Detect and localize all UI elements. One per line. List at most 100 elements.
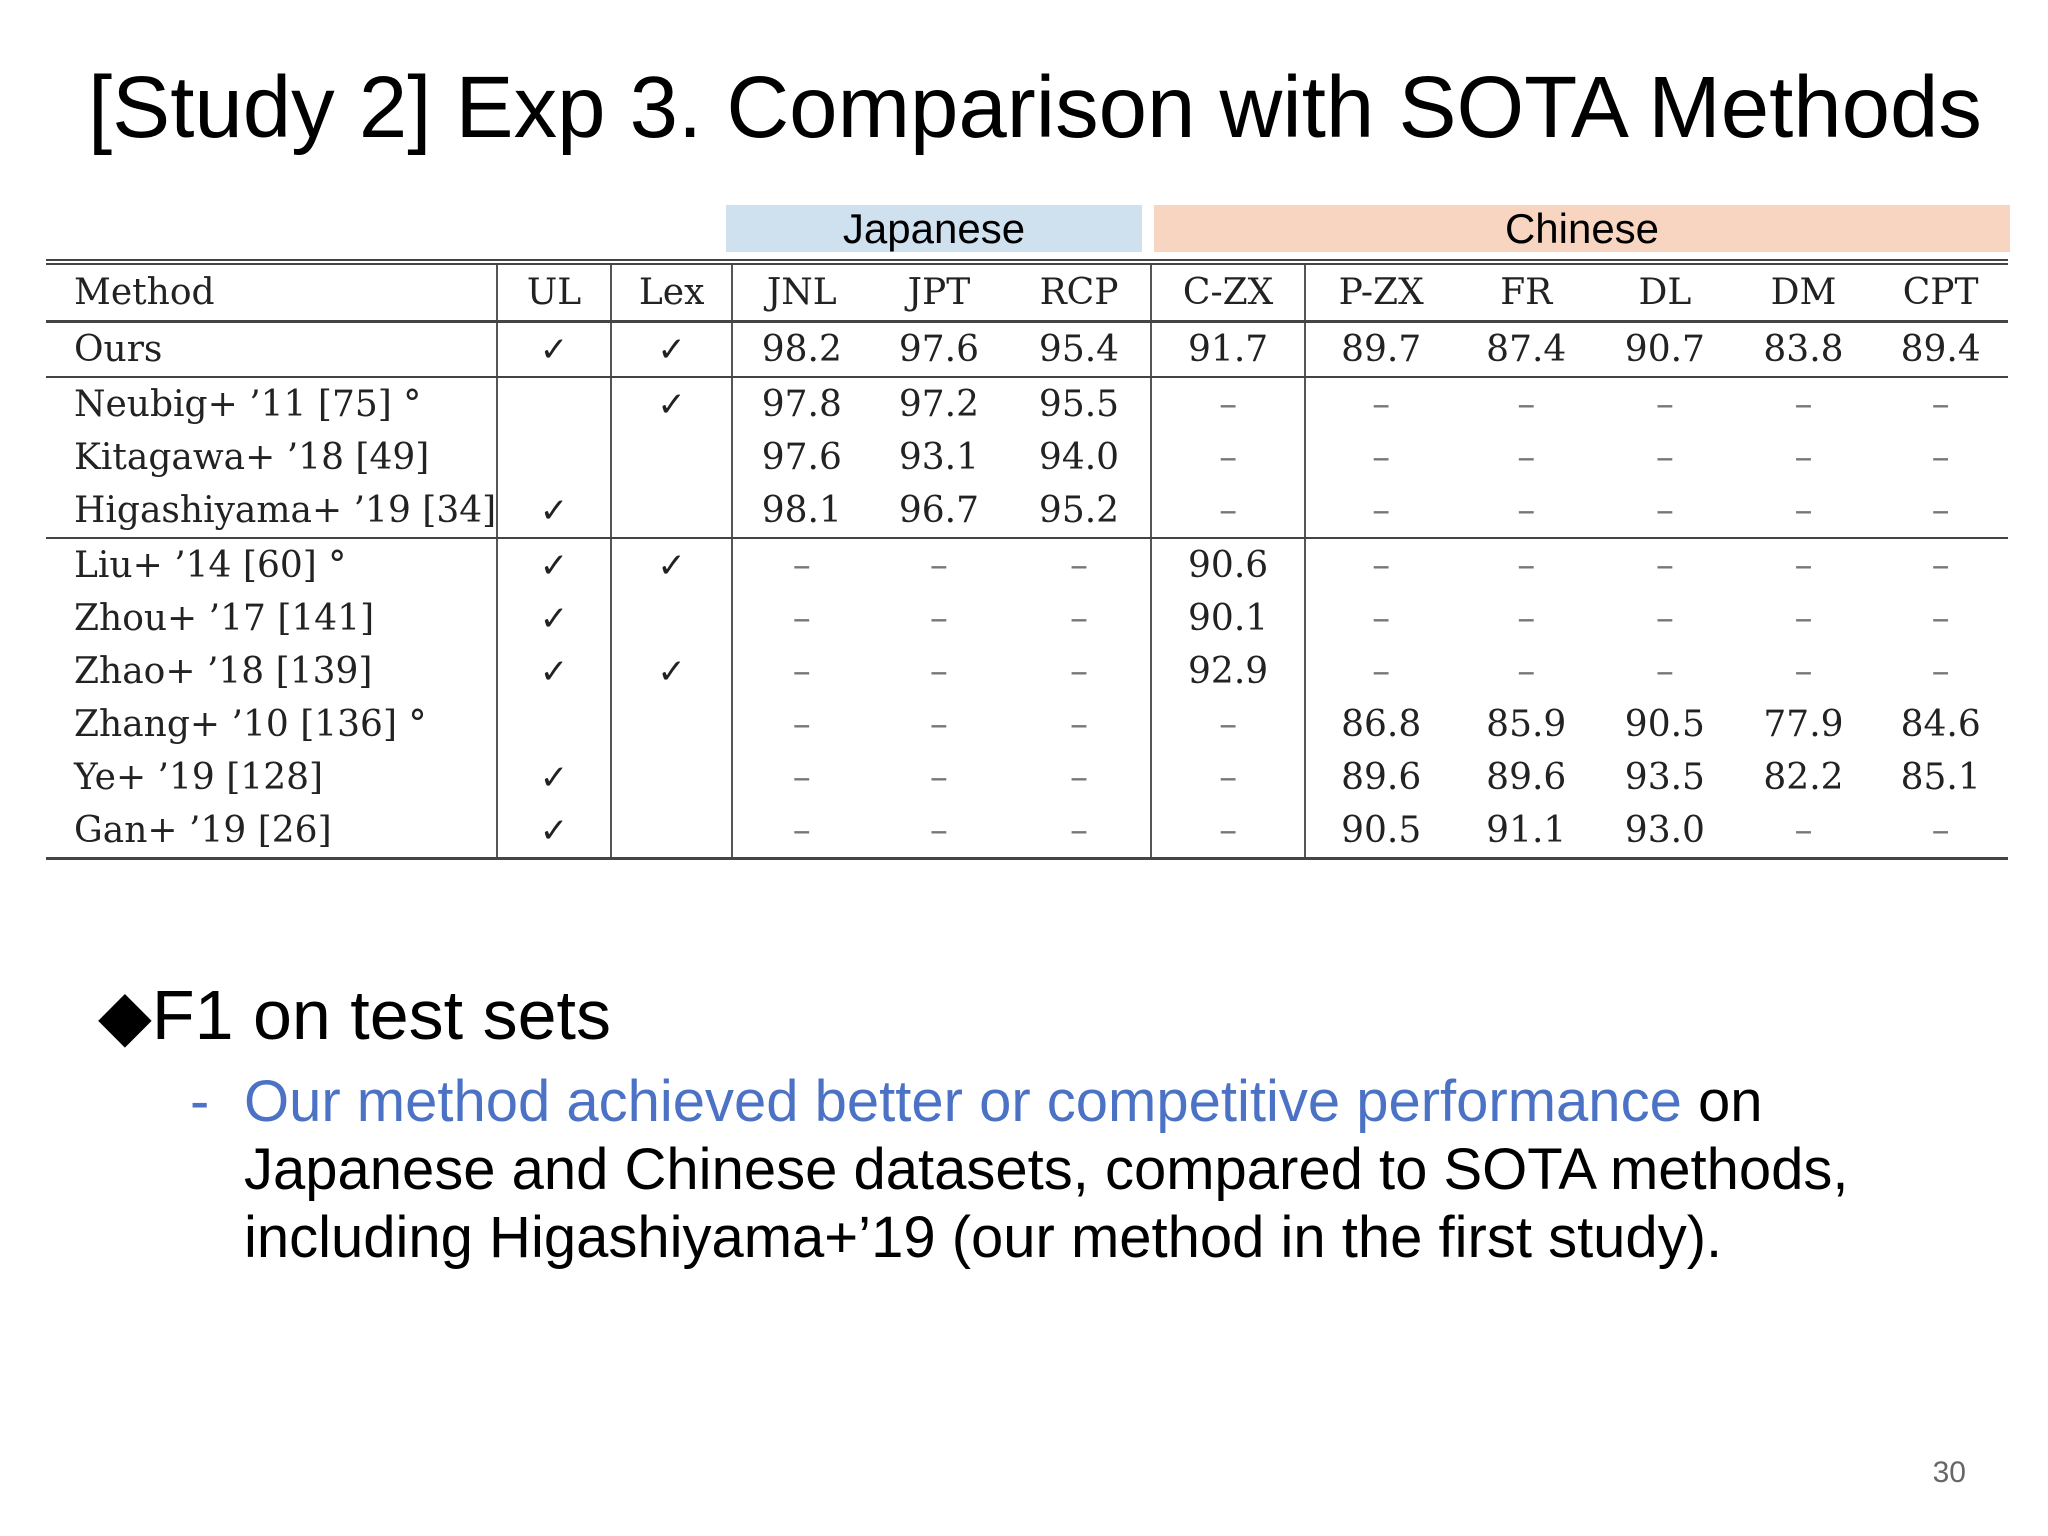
cell-czx: –	[1151, 698, 1306, 751]
bullet-main-text: F1 on test sets	[151, 976, 611, 1054]
cell-cpt: –	[1931, 651, 1950, 692]
cell-fr: 85.9	[1486, 704, 1567, 745]
cell-dm: –	[1794, 437, 1813, 478]
col-header-czx: C-ZX	[1151, 262, 1306, 323]
cell-jnl: –	[792, 598, 811, 639]
cell-jpt: 93.1	[898, 437, 979, 478]
cell-ul: ✓	[497, 645, 612, 698]
cell-cpt: –	[1931, 598, 1950, 639]
cell-jnl: 97.6	[761, 437, 842, 478]
cell-czx: 90.6	[1151, 538, 1306, 592]
col-header-pzx: P-ZX	[1304, 262, 1457, 323]
cell-cpt: –	[1931, 810, 1950, 851]
col-header-jpt: JPT	[870, 262, 1008, 323]
cell-pzx: 90.5	[1341, 810, 1422, 851]
cell-dm: –	[1794, 384, 1813, 425]
cell-ul	[497, 698, 612, 751]
col-header-rcp: RCP	[1007, 262, 1153, 323]
cell-dl: –	[1655, 545, 1674, 586]
cell-ul: ✓	[497, 804, 612, 859]
sub-bullet-dash: -	[190, 1069, 210, 1134]
cell-rcp: –	[1007, 804, 1153, 859]
checkmark-icon: ✓	[657, 330, 686, 370]
col-header-lex: Lex	[610, 262, 734, 323]
cell-jnl: –	[792, 757, 811, 798]
cell-jpt: –	[929, 545, 948, 586]
slide-title: [Study 2] Exp 3. Comparison with SOTA Me…	[88, 59, 1982, 156]
cell-ul: ✓	[497, 538, 612, 592]
col-header-method: Method	[46, 262, 499, 323]
cell-jpt: –	[929, 757, 948, 798]
cell-dm: –	[1794, 810, 1813, 851]
cell-method: Ye+ ’19 [128]	[46, 751, 499, 804]
cell-cpt: –	[1931, 437, 1950, 478]
cell-czx: 92.9	[1151, 645, 1306, 698]
table-row: Zhang+ ’10 [136] ° – – – –86.8 85.9 90.5 77.9 84…	[46, 698, 2008, 751]
cell-ul: ✓	[497, 751, 612, 804]
col-header-fr: FR	[1456, 262, 1597, 323]
table-row: Kitagawa+ ’18 [49] 97.6 93.1 94.0– – – – – –	[46, 431, 2008, 484]
cell-method: Liu+ ’14 [60] °	[46, 538, 499, 592]
cell-dm: –	[1794, 651, 1813, 692]
cell-czx: –	[1151, 431, 1306, 484]
checkmark-icon: ✓	[657, 385, 686, 425]
results-table-wrap: Method UL Lex JNL JPT RCP C-ZX P-ZX FR D…	[46, 259, 2008, 860]
cell-dl: –	[1655, 651, 1674, 692]
checkmark-icon: ✓	[539, 546, 569, 586]
cell-jnl: 97.8	[761, 384, 842, 425]
cell-pzx: –	[1372, 384, 1391, 425]
cell-jpt: –	[929, 810, 948, 851]
cell-czx: –	[1151, 484, 1306, 539]
bullet-f1: ◆F1 on test sets	[98, 975, 611, 1055]
cell-jpt: –	[929, 598, 948, 639]
cell-method: Kitagawa+ ’18 [49]	[46, 431, 499, 484]
cell-lex: ✓	[610, 538, 734, 592]
cell-jnl: –	[792, 545, 811, 586]
cell-ul	[497, 377, 612, 431]
cell-jpt: 97.6	[870, 321, 1008, 378]
cell-dm: 83.8	[1733, 321, 1874, 378]
checkmark-icon: ✓	[657, 652, 686, 692]
cell-ul	[497, 431, 612, 484]
cell-pzx: 89.7	[1304, 321, 1457, 378]
table-row: Zhou+ ’17 [141] ✓ – – –90.1– – – – –	[46, 592, 2008, 645]
cell-fr: –	[1456, 484, 1597, 539]
cell-dl: 93.5	[1624, 757, 1705, 798]
cell-lex	[610, 484, 734, 539]
diamond-bullet-icon: ◆	[98, 976, 152, 1054]
cell-method: Higashiyama+ ’19 [34]	[46, 484, 499, 539]
cell-ul: ✓	[497, 484, 612, 539]
cell-dl: 93.0	[1624, 810, 1705, 851]
cell-jpt: –	[929, 651, 948, 692]
cell-fr: –	[1517, 598, 1536, 639]
table-row: Ye+ ’19 [128] ✓ – – – –89.6 89.6 93.5 82.2 85.1	[46, 751, 2008, 804]
cell-cpt: –	[1931, 384, 1950, 425]
cell-lex: ✓	[610, 321, 734, 378]
cell-method: Neubig+ ’11 [75] °	[46, 377, 499, 431]
cell-dl: –	[1655, 437, 1674, 478]
cell-ul: ✓	[497, 321, 612, 378]
cell-pzx: –	[1372, 598, 1391, 639]
cell-method: Zhao+ ’18 [139]	[46, 645, 499, 698]
cell-rcp: 95.2	[1007, 484, 1153, 539]
cell-czx: –	[1151, 377, 1306, 431]
table-row: Higashiyama+ ’19 [34] ✓ 98.1 96.7 95.2– – – – – –	[46, 484, 2008, 539]
cell-dm: 82.2	[1763, 757, 1844, 798]
cell-rcp: 95.4	[1007, 321, 1153, 378]
col-header-cpt: CPT	[1873, 262, 2008, 323]
cell-rcp: –	[1007, 538, 1153, 592]
cell-rcp: –	[1007, 592, 1153, 645]
cell-jpt: 97.2	[898, 384, 979, 425]
checkmark-icon: ✓	[539, 758, 569, 798]
cell-czx: –	[1151, 751, 1306, 804]
cell-fr: 87.4	[1456, 321, 1597, 378]
cell-lex	[610, 804, 734, 859]
cell-dl: 90.5	[1624, 704, 1705, 745]
cell-lex: ✓	[610, 377, 734, 431]
checkmark-icon: ✓	[657, 546, 686, 586]
cell-dm: –	[1733, 484, 1874, 539]
cell-dl: 90.7	[1596, 321, 1734, 378]
cell-rcp: –	[1007, 751, 1153, 804]
cell-dl: –	[1655, 598, 1674, 639]
sub-bullet-rest: on Japanese and Chinese datasets, compar…	[244, 1069, 1849, 1270]
